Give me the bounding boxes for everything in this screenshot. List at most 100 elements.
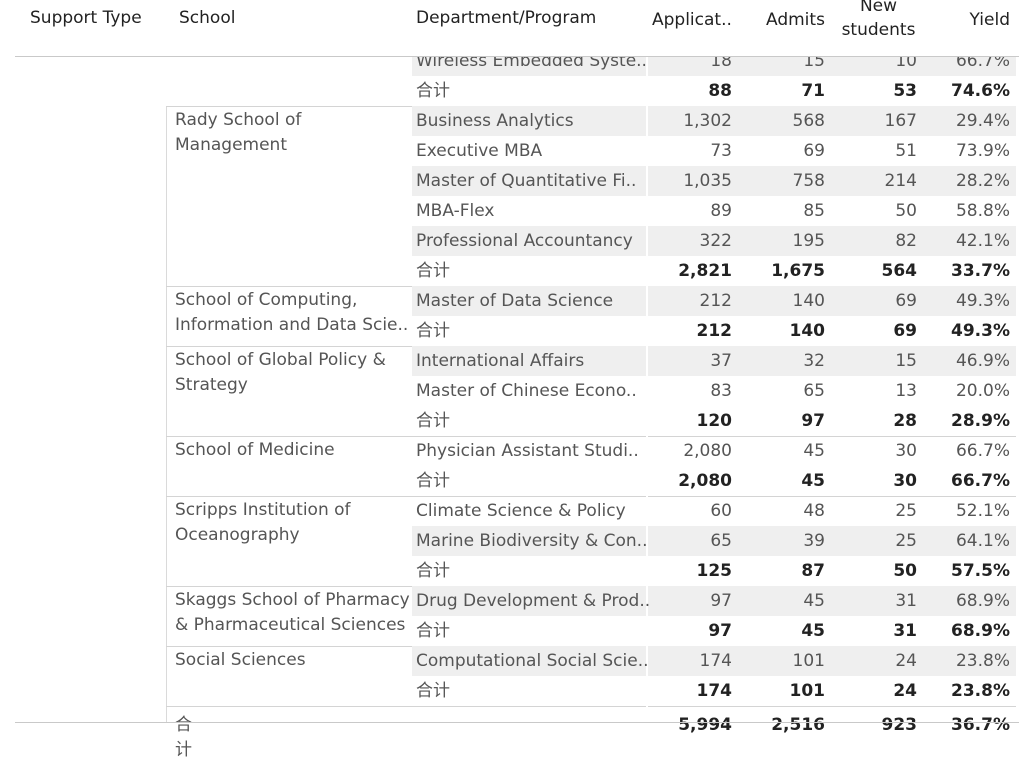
subtotal-divider <box>648 496 1016 497</box>
new-students-cell: 214 <box>884 171 917 191</box>
school-cell[interactable]: Scripps Institution of Oceanography <box>175 498 411 548</box>
header-divider <box>15 56 1019 57</box>
admits-cell: 101 <box>792 651 825 671</box>
applicants-cell: 212 <box>699 291 732 311</box>
school-name-line: Information and Data Scie.. <box>175 315 409 335</box>
yield-cell: 66.7% <box>951 471 1010 491</box>
school-cell[interactable]: School of Medicine <box>175 438 411 463</box>
school-cell[interactable]: Rady School of Management <box>175 108 411 158</box>
applicants-cell: 97 <box>708 621 732 641</box>
row-background <box>412 226 646 256</box>
department-cell: International Affairs <box>416 351 585 371</box>
department-cell: Climate Science & Policy <box>416 501 626 521</box>
applicants-cell: 2,080 <box>683 441 732 461</box>
applicants-cell: 60 <box>710 501 732 521</box>
yield-cell: 57.5% <box>951 561 1010 581</box>
applicants-cell: 174 <box>699 651 732 671</box>
yield-cell: 49.3% <box>951 321 1010 341</box>
new-students-cell: 30 <box>895 441 917 461</box>
admits-cell: 71 <box>801 81 825 101</box>
applicants-cell: 174 <box>696 681 733 701</box>
department-cell: Business Analytics <box>416 111 574 131</box>
yield-cell: 73.9% <box>955 141 1010 161</box>
admits-cell: 195 <box>792 231 825 251</box>
column-header-yield[interactable]: Yield <box>969 10 1010 30</box>
school-name-line: Skaggs School of Pharmacy <box>175 590 410 610</box>
column-header-support-type[interactable]: Support Type <box>30 8 142 28</box>
column-header-school[interactable]: School <box>179 8 236 28</box>
applicants-cell: 1,035 <box>683 171 732 191</box>
subtotal-label: 合计 <box>416 81 450 101</box>
row-background <box>648 646 1016 676</box>
applicants-cell: 322 <box>699 231 732 251</box>
admits-cell: 45 <box>801 471 825 491</box>
yield-cell: 33.7% <box>951 261 1010 281</box>
admits-cell: 97 <box>801 411 825 431</box>
subtotal-label: 合计 <box>416 411 450 431</box>
grand-total-divider <box>166 706 412 707</box>
department-cell: Drug Development & Prod.. <box>416 591 651 611</box>
grand-total-label: 合计 <box>175 715 192 760</box>
admits-cell: 85 <box>803 201 825 221</box>
new-students-cell: 51 <box>895 141 917 161</box>
new-students-cell: 69 <box>893 321 917 341</box>
new-students-cell: 13 <box>895 381 917 401</box>
new-students-cell: 30 <box>893 471 917 491</box>
department-cell: Physician Assistant Studi.. <box>416 441 639 461</box>
school-cell[interactable]: Skaggs School of Pharmacy & Pharmaceutica… <box>175 588 411 638</box>
new-students-cell: 28 <box>893 411 917 431</box>
applicants-cell: 125 <box>696 561 733 581</box>
new-students-cell: 69 <box>895 291 917 311</box>
applicants-cell: 1,302 <box>683 111 732 131</box>
school-cell[interactable]: Social Sciences <box>175 648 411 673</box>
admits-cell: 32 <box>803 351 825 371</box>
applicants-cell: 83 <box>710 381 732 401</box>
column-divider <box>166 106 167 722</box>
school-cell[interactable]: School of Global Policy & Strategy <box>175 348 411 398</box>
school-divider <box>166 646 412 647</box>
school-cell[interactable]: School of Computing, Information and Data… <box>175 288 411 338</box>
school-name-line: & Pharmaceutical Sciences <box>175 615 406 635</box>
row-background <box>412 346 646 376</box>
grand-total-new-students: 923 <box>881 715 918 735</box>
row-background <box>412 646 646 676</box>
yield-cell: 28.2% <box>955 171 1010 191</box>
subtotal-label: 合计 <box>416 681 450 701</box>
column-header-admits[interactable]: Admits <box>766 10 825 30</box>
subtotal-divider <box>412 496 646 497</box>
applicants-cell: 212 <box>696 321 733 341</box>
column-header-applicants[interactable]: Applicat.. <box>652 10 732 30</box>
new-students-cell: 167 <box>884 111 917 131</box>
row-background <box>648 586 1016 616</box>
department-cell: Computational Social Scie.. <box>416 651 649 671</box>
grand-total-admits: 2,516 <box>771 715 825 735</box>
school-name-line: School of Global Policy & <box>175 350 386 370</box>
department-cell: Marine Biodiversity & Con.. <box>416 531 648 551</box>
subtotal-label: 合计 <box>416 471 450 491</box>
column-header-department[interactable]: Department/Program <box>416 8 597 28</box>
column-header-new-students[interactable]: New students <box>840 0 917 42</box>
row-background <box>412 106 646 136</box>
new-students-cell: 82 <box>895 231 917 251</box>
school-name-line: Management <box>175 135 287 155</box>
row-background <box>648 346 1016 376</box>
yield-cell: 42.1% <box>955 231 1010 251</box>
school-name-line: School of Computing, <box>175 290 358 310</box>
admits-cell: 140 <box>789 321 826 341</box>
school-divider <box>166 346 412 347</box>
school-name-line: Oceanography <box>175 525 300 545</box>
admits-cell: 45 <box>803 591 825 611</box>
school-divider <box>166 496 412 497</box>
row-background <box>648 166 1016 196</box>
grand-total-yield: 36.7% <box>951 715 1010 735</box>
new-students-cell: 564 <box>881 261 918 281</box>
subtotal-label: 合计 <box>416 621 450 641</box>
yield-cell: 23.8% <box>955 651 1010 671</box>
new-students-cell: 53 <box>893 81 917 101</box>
table-header: Support Type School Department/Program A… <box>0 0 1019 56</box>
yield-cell: 58.8% <box>955 201 1010 221</box>
applicants-cell: 2,080 <box>678 471 732 491</box>
new-students-cell: 15 <box>895 351 917 371</box>
yield-cell: 29.4% <box>955 111 1010 131</box>
yield-cell: 64.1% <box>955 531 1010 551</box>
